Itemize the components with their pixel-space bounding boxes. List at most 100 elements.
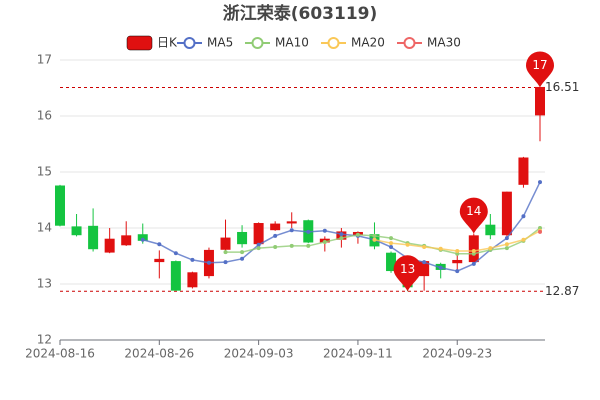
- candle-body: [121, 235, 132, 246]
- ma-point: [223, 260, 228, 265]
- ma-point: [339, 232, 344, 237]
- ma-point: [389, 241, 394, 246]
- ma-point: [504, 242, 509, 247]
- legend-swatch: [403, 37, 416, 49]
- legend-label: MA30: [427, 36, 461, 50]
- candle-body: [187, 272, 198, 288]
- ma-point: [289, 243, 294, 248]
- ma-point: [190, 257, 195, 262]
- candle-body: [220, 237, 231, 250]
- ma-point: [322, 240, 327, 244]
- pin: 13: [393, 255, 422, 292]
- x-tick-label: 2024-09-03: [224, 347, 294, 361]
- ma-point: [389, 245, 394, 250]
- y-tick-label: 17: [37, 53, 52, 67]
- ma-line: [142, 181, 541, 272]
- candle-body: [270, 223, 281, 231]
- legend-label: MA10: [275, 36, 309, 50]
- legend-item[interactable]: 日K: [126, 35, 178, 51]
- ma-point: [471, 248, 476, 253]
- y-tick-label: 15: [37, 165, 52, 179]
- ma-point: [455, 248, 460, 253]
- x-tick-label: 2024-08-16: [25, 347, 95, 361]
- ma-point: [504, 236, 509, 241]
- legend-swatch: [327, 37, 340, 49]
- ma-point: [455, 251, 460, 256]
- ma-point: [306, 243, 311, 248]
- candle-body: [485, 224, 496, 236]
- ma-point: [273, 233, 278, 238]
- ma-point: [422, 260, 427, 265]
- ma-point: [206, 260, 211, 265]
- ma-point: [322, 228, 327, 233]
- pin-label: 13: [400, 262, 415, 276]
- candle-body: [386, 252, 397, 272]
- candle-body: [88, 225, 99, 250]
- pin-shape: [393, 255, 422, 292]
- ma-point: [405, 242, 410, 247]
- chart-title: 浙江荣泰(603119): [223, 3, 378, 24]
- ma-point: [455, 269, 460, 274]
- legend-item[interactable]: MA5: [177, 36, 233, 50]
- y-tick-label: 16: [37, 109, 52, 123]
- candle-body: [286, 221, 297, 224]
- candle-body: [535, 86, 545, 116]
- pin-label: 14: [466, 204, 481, 218]
- pin: 17: [526, 51, 554, 88]
- legend-label: 日K: [157, 36, 178, 50]
- candle-body: [468, 235, 479, 263]
- mark-line-label: 12.87: [545, 284, 579, 298]
- ma-point: [240, 250, 245, 255]
- ma-point: [355, 232, 360, 237]
- ma-point: [538, 229, 542, 234]
- y-tick-label: 12: [37, 333, 52, 347]
- ma-point: [289, 228, 294, 233]
- ma-point: [471, 251, 476, 256]
- candle-body: [71, 226, 82, 236]
- ma-point: [140, 237, 145, 242]
- ma-point: [389, 236, 394, 241]
- legend-item[interactable]: MA30: [397, 36, 461, 50]
- ma-point: [538, 226, 542, 230]
- legend-swatch: [126, 35, 153, 51]
- pin-label: 17: [532, 58, 547, 72]
- x-tick-label: 2024-09-23: [422, 347, 492, 361]
- pin-shape: [459, 197, 488, 234]
- candle-body: [452, 259, 463, 264]
- ma-point: [157, 242, 162, 247]
- mark-line-label: 16.51: [545, 80, 579, 94]
- candle-body: [170, 261, 181, 291]
- ma-point: [372, 233, 377, 238]
- legend-swatch: [183, 37, 196, 49]
- legend-swatch: [251, 37, 264, 49]
- candle-body: [237, 231, 248, 245]
- candle-body: [501, 191, 512, 236]
- ma-point: [422, 245, 427, 250]
- ma-point: [521, 237, 526, 242]
- pin: 14: [459, 197, 488, 234]
- ma-point: [521, 214, 526, 219]
- candle-body: [154, 258, 165, 263]
- candle-body: [253, 223, 264, 245]
- y-tick-label: 14: [37, 221, 52, 235]
- candle-body: [55, 185, 65, 226]
- ma-point: [372, 237, 377, 242]
- ma-point: [273, 245, 278, 250]
- ma-line: [225, 227, 541, 255]
- legend-label: MA5: [207, 36, 233, 50]
- ma-point: [256, 242, 261, 247]
- y-tick-label: 13: [37, 277, 52, 291]
- legend-label: MA20: [351, 36, 385, 50]
- legend-item[interactable]: MA10: [245, 36, 309, 50]
- ma-point: [256, 246, 261, 251]
- ma-point: [240, 256, 245, 261]
- legend-item[interactable]: MA20: [321, 36, 385, 50]
- candle-body: [518, 157, 529, 185]
- ma-point: [538, 180, 542, 185]
- ma-point: [504, 246, 509, 251]
- ma-point: [438, 265, 443, 270]
- x-tick-label: 2024-09-11: [323, 347, 393, 361]
- x-tick-label: 2024-08-26: [124, 347, 194, 361]
- ma-point: [306, 229, 311, 234]
